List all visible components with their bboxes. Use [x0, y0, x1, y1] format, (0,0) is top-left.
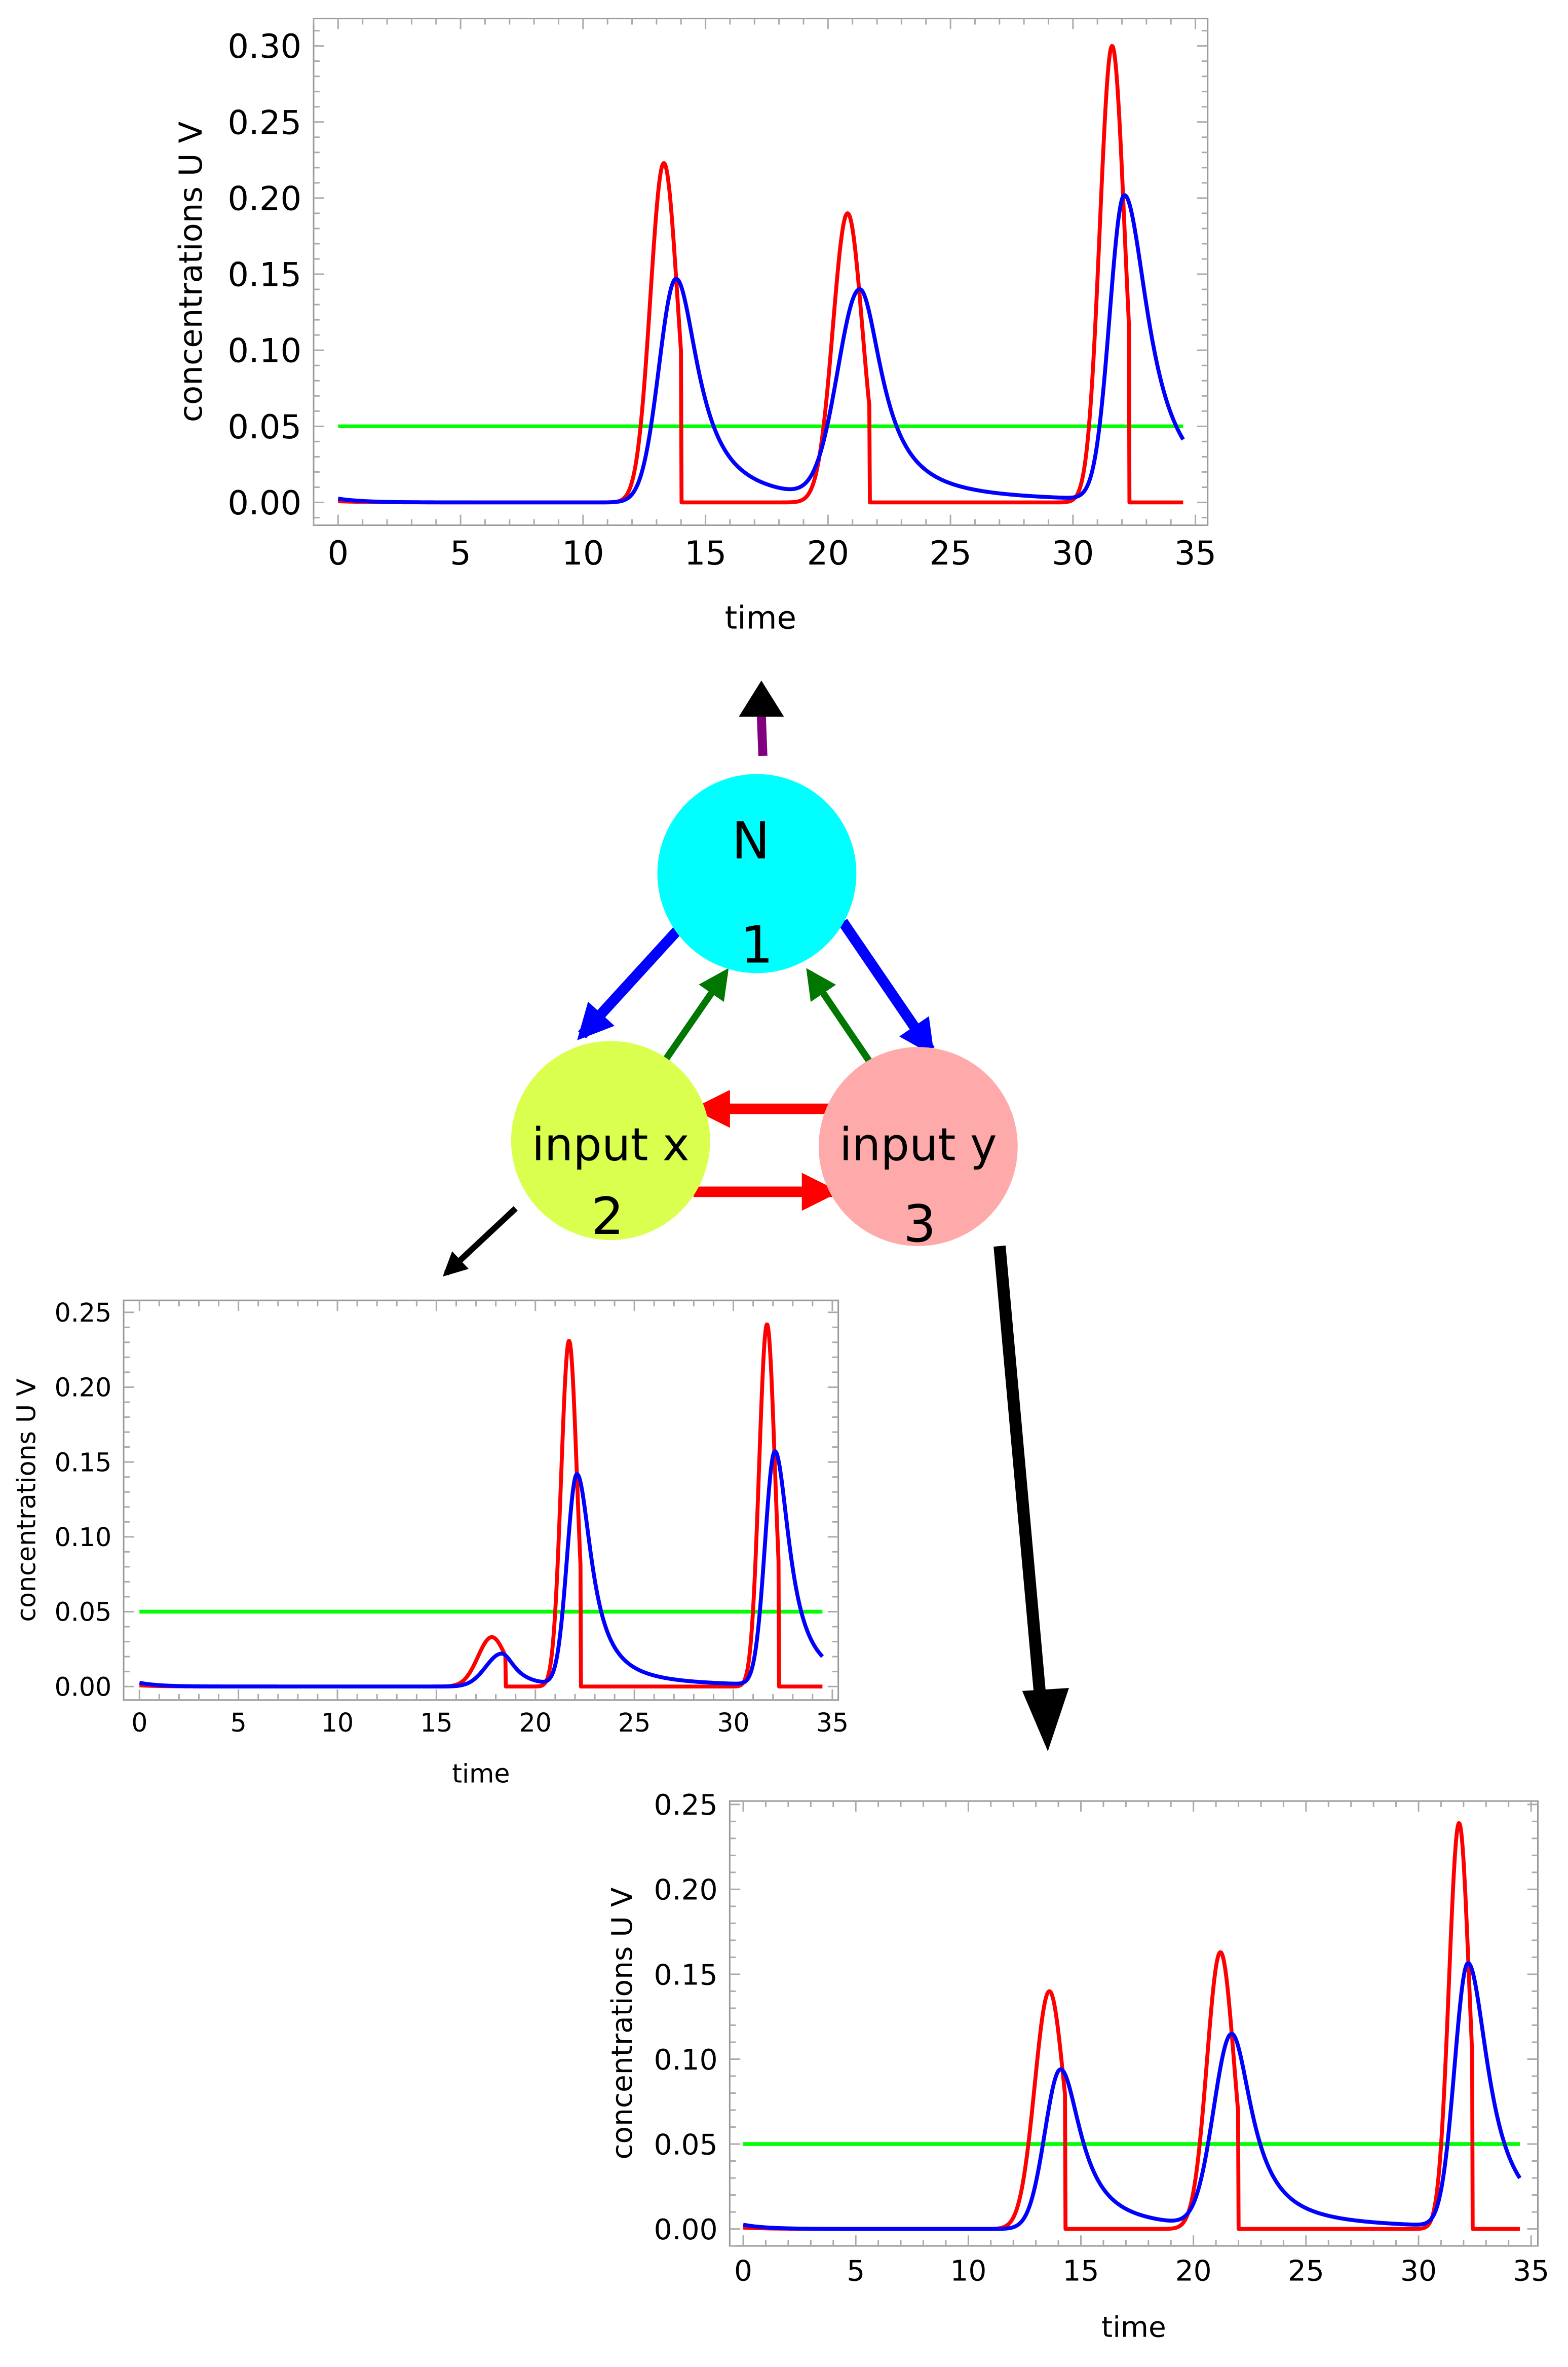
edge-y-to-n	[806, 968, 873, 1064]
x-tick-label: 35	[1174, 534, 1216, 573]
y-tick-label: 0.25	[55, 1298, 112, 1328]
series-line-v	[138, 1449, 824, 1689]
y-tick-label: 0.15	[227, 256, 301, 294]
node-number: 2	[591, 1186, 624, 1246]
x-tick-label: 0	[734, 2255, 752, 2288]
x-tick-label: 20	[1175, 2255, 1212, 2288]
x-tick-label: 15	[1063, 2255, 1099, 2288]
node-circle-icon	[818, 1047, 1018, 1247]
x-tick-label: 25	[929, 534, 971, 573]
y-axis-label: concentrations U V	[172, 122, 209, 423]
x-tick-label: 30	[1400, 2255, 1437, 2288]
plot-frame	[123, 1299, 839, 1701]
x-tick-label: 0	[328, 534, 349, 573]
y-tick-label: 0.05	[227, 408, 301, 446]
y-tick-label: 0.20	[654, 1874, 718, 1907]
node-name: input x	[532, 1118, 690, 1171]
x-tick-label: 0	[131, 1708, 147, 1738]
network-diagram: N 1 input x 2 input y 3	[442, 681, 1069, 1751]
node-number: 1	[741, 915, 773, 975]
x-tick-label: 20	[519, 1708, 552, 1738]
x-axis-label: time	[1101, 2311, 1166, 2344]
y-tick-label: 0.30	[227, 27, 301, 66]
node-number: 3	[903, 1194, 936, 1254]
plot-bottom-right: 0 5 10 15 20 25 30 35 0.00 0.05 0.10 0.15 0.20 0.25 ti…	[606, 1789, 1549, 2344]
x-tick-label: 25	[1288, 2255, 1324, 2288]
edge-n-to-top-plot-head	[739, 681, 784, 717]
x-tick-label: 15	[420, 1708, 452, 1738]
x-tick-label: 25	[618, 1708, 651, 1738]
x-tick-label: 5	[450, 534, 471, 573]
plot-top: 0 5 10 15 20 25 30 35 0.00 0.05 0.10 0.15 0.20 0.25 0.…	[172, 18, 1216, 636]
x-tick-label: 10	[562, 534, 604, 573]
series-line-v	[336, 193, 1185, 505]
y-tick-label: 0.20	[55, 1373, 112, 1403]
node-circle-icon	[657, 774, 857, 973]
network-edges	[442, 681, 1069, 1751]
y-tick-label: 0.05	[55, 1597, 112, 1627]
x-tick-label: 30	[717, 1708, 749, 1738]
edge-n-to-y	[838, 919, 935, 1056]
plot-frame	[729, 1800, 1539, 2247]
x-tick-label: 30	[1052, 534, 1094, 573]
x-tick-label: 10	[950, 2255, 986, 2288]
node-n[interactable]: N 1	[657, 774, 857, 975]
y-axis-label: concentrations U V	[606, 1887, 639, 2159]
x-axis-label: time	[725, 599, 796, 636]
x-tick-label: 35	[816, 1708, 849, 1738]
y-tick-label: 0.25	[654, 1789, 718, 1822]
y-tick-label: 0.15	[654, 1959, 718, 1992]
node-name: input y	[839, 1118, 997, 1171]
y-tick-label: 0.00	[227, 484, 301, 522]
x-tick-label: 35	[1513, 2255, 1549, 2288]
x-axis-label: time	[452, 1759, 510, 1789]
x-tick-label: 20	[807, 534, 849, 573]
y-axis-label: concentrations U V	[11, 1378, 41, 1622]
y-tick-label: 0.10	[55, 1522, 112, 1552]
y-tick-label: 0.05	[654, 2128, 718, 2161]
node-y[interactable]: input y 3	[818, 1047, 1018, 1254]
node-name: N	[732, 811, 770, 871]
edge-n-to-x	[577, 927, 681, 1040]
y-tick-label: 0.15	[55, 1447, 112, 1477]
y-tick-label: 0.00	[654, 2213, 718, 2246]
edge-x-to-n	[662, 968, 729, 1063]
x-tick-label: 5	[231, 1708, 247, 1738]
plot-frame	[313, 18, 1209, 526]
edge-n-to-top-plot-stem	[756, 717, 768, 757]
series-line-v	[742, 1961, 1522, 2231]
y-tick-label: 0.00	[55, 1672, 112, 1702]
y-tick-label: 0.20	[227, 179, 301, 218]
y-tick-label: 0.25	[227, 103, 301, 142]
node-x[interactable]: input x 2	[511, 1041, 710, 1246]
x-tick-label: 15	[684, 534, 726, 573]
node-circle-icon	[511, 1041, 710, 1241]
edge-y-to-bottom-plot-head	[1022, 1687, 1069, 1751]
y-tick-label: 0.10	[227, 332, 301, 370]
plot-left: 0 5 10 15 20 25 30 35 0.00 0.05 0.10 0.15 0.20 0.25 ti…	[11, 1298, 849, 1789]
x-tick-label: 10	[321, 1708, 354, 1738]
y-tick-label: 0.10	[654, 2044, 718, 2077]
x-tick-label: 5	[847, 2255, 865, 2288]
edge-y-to-bottom-plot	[993, 1245, 1047, 1699]
edge-x-to-left-plot	[442, 1206, 518, 1277]
